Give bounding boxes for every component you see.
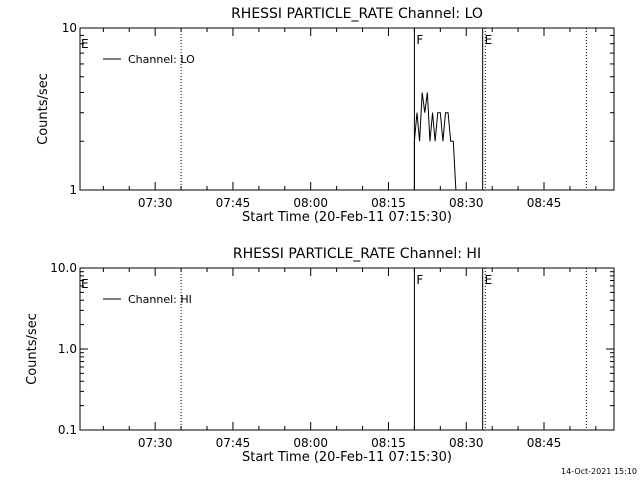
x-tick-label: 08:15 — [371, 436, 406, 450]
y-tick-label: 1 — [69, 183, 77, 197]
plot-frame — [79, 27, 615, 191]
x-tick-label: 07:45 — [216, 196, 251, 210]
chart-title: RHESSI PARTICLE_RATE Channel: LO — [231, 6, 483, 22]
x-tick-label: 08:00 — [293, 196, 328, 210]
y-tick-label: 10 — [62, 21, 77, 35]
event-label: E — [485, 273, 493, 287]
x-axis-label: Start Time (20-Feb-11 07:15:30) — [242, 450, 452, 465]
y-tick-label: 1.0 — [58, 342, 77, 356]
y-tick-label: 0.1 — [58, 423, 77, 437]
x-tick-label: 07:30 — [138, 196, 173, 210]
x-tick-label: 08:30 — [449, 196, 484, 210]
y-tick-label: 10.0 — [50, 261, 77, 275]
legend-entry: Channel: LO — [128, 53, 195, 66]
left-edge-event-label: E — [81, 37, 89, 51]
chart-title: RHESSI PARTICLE_RATE Channel: HI — [233, 246, 481, 262]
x-tick-label: 07:30 — [138, 436, 173, 450]
x-tick-label: 07:45 — [216, 436, 251, 450]
x-tick-label: 08:00 — [293, 436, 328, 450]
y-axis-label: Counts/sec — [36, 73, 51, 145]
event-label: E — [485, 33, 493, 47]
chart-panel-1: RHESSI PARTICLE_RATE Channel: LO Start Ti… — [36, 6, 615, 225]
x-axis-label: Start Time (20-Feb-11 07:15:30) — [242, 210, 452, 225]
x-tick-label: 08:45 — [527, 196, 562, 210]
left-edge-event-label: E — [81, 277, 89, 291]
x-tick-label: 08:45 — [527, 436, 562, 450]
event-label: F — [416, 33, 423, 47]
x-tick-label: 08:30 — [449, 436, 484, 450]
event-label: F — [416, 273, 423, 287]
legend-entry: Channel: HI — [128, 293, 192, 306]
series-line — [413, 92, 457, 191]
y-axis-label: Counts/sec — [25, 313, 40, 385]
chart-panel-2: RHESSI PARTICLE_RATE Channel: HI Start Ti… — [25, 246, 615, 465]
footer-timestamp: 14-Oct-2021 15:10 — [561, 467, 637, 476]
x-tick-label: 08:15 — [371, 196, 406, 210]
